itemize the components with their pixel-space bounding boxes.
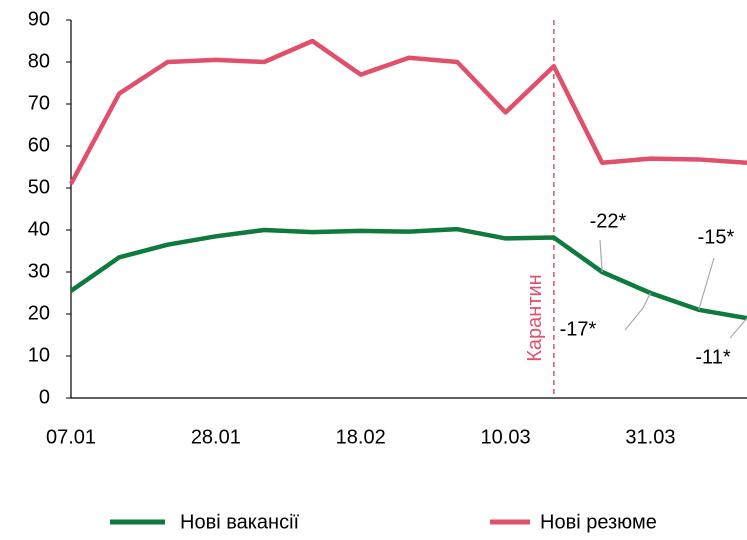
y-tick-label: 80 <box>28 50 50 72</box>
y-tick-label: 60 <box>28 134 50 156</box>
annotation: -17* <box>560 318 597 340</box>
annotation: -15* <box>698 226 735 248</box>
legend-label: Нові резюме <box>540 511 657 533</box>
annotation-leader <box>599 239 603 273</box>
x-tick-label: 10.03 <box>481 426 531 448</box>
y-tick-label: 90 <box>28 8 50 30</box>
quarantine-label: Карантин <box>524 274 546 361</box>
legend-label: Нові вакансії <box>180 511 300 533</box>
annotation: -11* <box>695 346 730 368</box>
y-tick-label: 20 <box>28 302 50 324</box>
y-tick-label: 50 <box>28 176 50 198</box>
x-tick-label: 18.02 <box>336 426 386 448</box>
annotation: -22* <box>590 210 627 232</box>
annotation-leader <box>698 257 715 310</box>
annotation-leader <box>624 292 651 331</box>
series-line <box>69 38 747 185</box>
y-tick-label: 0 <box>39 386 50 408</box>
x-tick-label: 07.01 <box>46 426 96 448</box>
y-tick-label: 30 <box>28 260 50 282</box>
x-tick-label: 31.03 <box>625 426 675 448</box>
y-tick-label: 40 <box>28 218 50 240</box>
series-line <box>69 226 747 321</box>
annotation-leader <box>729 317 747 339</box>
y-tick-label: 70 <box>28 92 50 114</box>
y-tick-label: 10 <box>28 344 50 366</box>
x-tick-label: 28.01 <box>191 426 241 448</box>
